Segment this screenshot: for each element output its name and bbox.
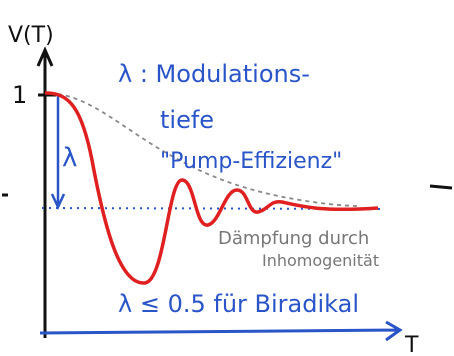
annotation: λ — [62, 143, 77, 173]
y-axis-label: V(T) — [8, 23, 54, 48]
x-axis — [40, 322, 400, 340]
annotation: λ ≤ 0.5 für Biradikal — [118, 290, 359, 318]
annotation: Inhomogenität — [262, 251, 379, 270]
x-axis-label: T — [404, 333, 419, 356]
annotation: "Pump-Effizienz" — [160, 149, 342, 174]
annotation: Dämpfung durch — [218, 228, 369, 249]
sketch: V(T) T 1 λ : Modulations- tiefe "Pump-Ef… — [0, 0, 454, 356]
tick-label: 1 — [12, 81, 27, 109]
annotation: tiefe — [160, 106, 214, 134]
annotation: λ : Modulations- — [118, 60, 310, 88]
stray-strokes — [2, 186, 452, 195]
